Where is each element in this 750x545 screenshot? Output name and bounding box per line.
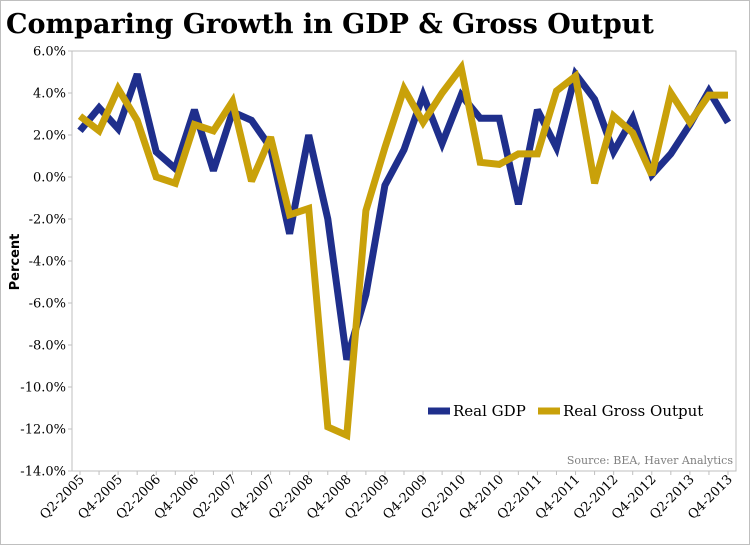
chart-title: Comparing Growth in GDP & Gross Output bbox=[6, 9, 654, 40]
legend-label-real-gross-output: Real Gross Output bbox=[563, 402, 703, 420]
y-tick-label: 4.0% bbox=[33, 87, 66, 102]
series-lines bbox=[77, 59, 731, 441]
y-tick-label: 0.0% bbox=[33, 171, 66, 186]
y-tick-label: -14.0% bbox=[20, 465, 66, 480]
y-tick-label: -10.0% bbox=[20, 381, 66, 396]
y-tick-label: -4.0% bbox=[29, 255, 66, 270]
y-tick-label: -2.0% bbox=[29, 213, 66, 228]
series-line-real-gross-output bbox=[77, 59, 728, 441]
y-tick-label: 2.0% bbox=[33, 129, 66, 144]
legend: Real GDP Real Gross Output bbox=[428, 402, 703, 420]
y-tick-label: 6.0% bbox=[33, 45, 66, 60]
y-tick-label: -8.0% bbox=[29, 339, 66, 354]
source-note: Source: BEA, Haver Analytics bbox=[567, 454, 733, 467]
y-tick-label: -6.0% bbox=[29, 297, 66, 312]
y-axis: 6.0% 4.0% 2.0% 0.0% -2.0% -4.0% -6.0% -8.0% -10.… bbox=[20, 45, 72, 480]
y-axis-label: Percent bbox=[8, 234, 23, 291]
legend-label-real-gdp: Real GDP bbox=[453, 402, 526, 420]
series-line-real-gdp bbox=[77, 66, 731, 361]
y-tick-label: -12.0% bbox=[20, 423, 66, 438]
